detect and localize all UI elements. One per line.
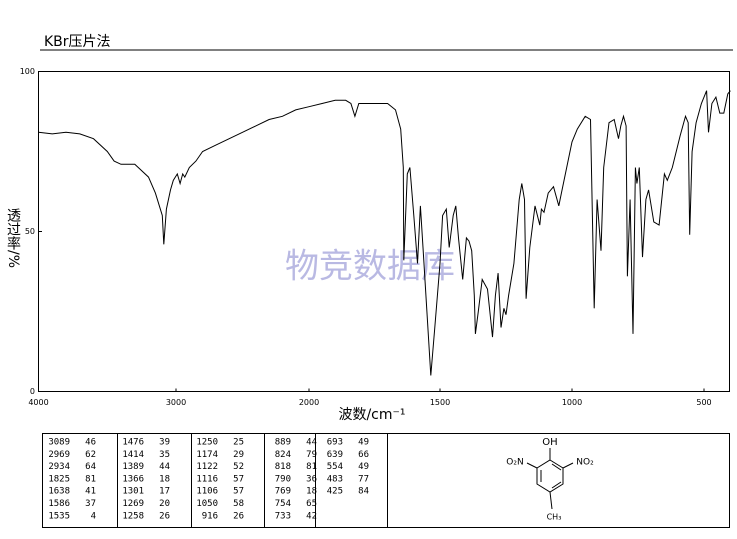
peak-transmittance: 20	[159, 499, 170, 509]
peak-wavenumber: 693	[327, 438, 343, 448]
peak-transmittance: 26	[233, 511, 244, 521]
structure-label: OH	[542, 437, 557, 448]
peak-wavenumber: 1825	[48, 474, 70, 484]
x-tick-label: 4000	[28, 398, 48, 407]
peak-transmittance: 37	[85, 499, 96, 509]
peak-transmittance: 57	[233, 474, 244, 484]
peak-wavenumber: 1269	[122, 499, 144, 509]
peak-wavenumber: 824	[275, 450, 291, 460]
peak-wavenumber: 1586	[48, 499, 70, 509]
structure-label: CH₃	[547, 513, 562, 522]
peak-transmittance: 46	[85, 438, 96, 448]
peak-transmittance: 52	[233, 462, 244, 472]
peak-wavenumber: 790	[275, 474, 291, 484]
peak-transmittance: 62	[85, 450, 96, 460]
peak-wavenumber: 1476	[122, 438, 144, 448]
peak-wavenumber: 754	[275, 499, 291, 509]
peak-wavenumber: 554	[327, 462, 343, 472]
peak-transmittance: 18	[306, 487, 317, 497]
peak-transmittance: 35	[159, 450, 170, 460]
peak-transmittance: 58	[233, 499, 244, 509]
peak-transmittance: 41	[85, 487, 96, 497]
peak-wavenumber: 483	[327, 474, 343, 484]
y-tick-label: 100	[20, 67, 35, 76]
table-dividers	[117, 433, 388, 527]
peak-wavenumber: 889	[275, 438, 291, 448]
peak-wavenumber: 1050	[196, 499, 218, 509]
peak-wavenumber: 1366	[122, 474, 144, 484]
plot-frame	[38, 71, 730, 392]
peak-transmittance: 29	[233, 450, 244, 460]
peak-transmittance: 57	[233, 487, 244, 497]
peak-wavenumber: 1106	[196, 487, 218, 497]
x-tick-label: 1000	[562, 398, 582, 407]
peak-transmittance: 39	[159, 438, 170, 448]
peak-transmittance: 44	[159, 462, 170, 472]
peak-wavenumber: 733	[275, 511, 291, 521]
peak-wavenumber: 916	[202, 511, 218, 521]
peak-transmittance: 64	[85, 462, 96, 472]
peak-transmittance: 36	[306, 474, 317, 484]
x-tick-label: 3000	[166, 398, 186, 407]
spectrum-line	[38, 90, 731, 376]
peak-transmittance: 77	[358, 474, 369, 484]
peak-transmittance: 18	[159, 474, 170, 484]
peak-wavenumber: 1389	[122, 462, 144, 472]
peak-transmittance: 4	[91, 511, 96, 521]
peak-wavenumber: 1258	[122, 511, 144, 521]
peak-wavenumber: 818	[275, 462, 291, 472]
x-axis-label: 波数/cm⁻¹	[338, 407, 405, 423]
peak-transmittance: 79	[306, 450, 317, 460]
peak-wavenumber: 1250	[196, 438, 218, 448]
peak-wavenumber: 1122	[196, 462, 218, 472]
peak-wavenumber: 1174	[196, 450, 218, 460]
peak-wavenumber: 769	[275, 487, 291, 497]
peak-transmittance: 66	[358, 450, 369, 460]
table-frame	[42, 433, 730, 528]
y-tick-label: 0	[30, 387, 35, 396]
x-tick-label: 500	[696, 398, 711, 407]
x-tick-label: 2000	[299, 398, 319, 407]
peak-transmittance: 81	[85, 474, 96, 484]
peak-transmittance: 25	[233, 438, 244, 448]
peak-wavenumber: 2969	[48, 450, 70, 460]
x-tick-label: 1500	[430, 398, 450, 407]
peak-wavenumber: 639	[327, 450, 343, 460]
header-title: KBr压片法	[44, 34, 111, 50]
peak-transmittance: 42	[306, 511, 317, 521]
peak-transmittance: 84	[358, 487, 369, 497]
peak-transmittance: 49	[358, 438, 369, 448]
peak-wavenumber: 1638	[48, 487, 70, 497]
peak-wavenumber: 1116	[196, 474, 218, 484]
peak-wavenumber: 425	[327, 487, 343, 497]
peak-wavenumber: 3089	[48, 438, 70, 448]
y-axis-label: 透过率/%	[5, 208, 21, 268]
peak-wavenumber: 2934	[48, 462, 70, 472]
peak-transmittance: 49	[358, 462, 369, 472]
peak-transmittance: 44	[306, 438, 317, 448]
structure-label: O₂N	[506, 458, 523, 468]
peak-transmittance: 65	[306, 499, 317, 509]
peak-transmittance: 81	[306, 462, 317, 472]
molecule	[526, 448, 574, 510]
peak-wavenumber: 1301	[122, 487, 144, 497]
peak-transmittance: 26	[159, 511, 170, 521]
watermark: 物竞数据库	[285, 247, 455, 287]
peak-wavenumber: 1414	[122, 450, 144, 460]
structure-label: NO₂	[576, 458, 594, 468]
peak-transmittance: 17	[159, 487, 170, 497]
peak-wavenumber: 1535	[48, 511, 70, 521]
y-tick-label: 50	[25, 227, 35, 236]
